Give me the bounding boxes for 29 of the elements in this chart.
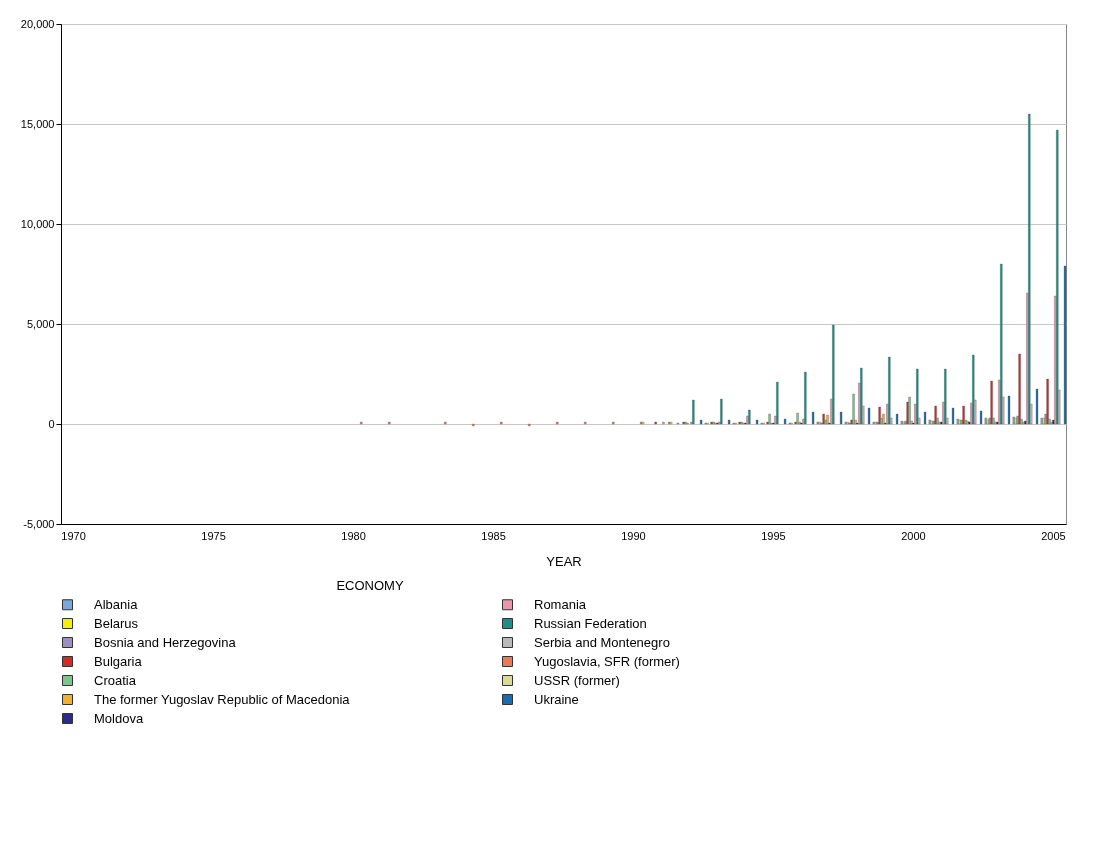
legend-label: Albania bbox=[94, 596, 139, 612]
legend-label: Croatia bbox=[94, 672, 137, 688]
legend-label: Russian Federation bbox=[534, 615, 647, 631]
legend-label: Yugoslavia, SFR (former) bbox=[534, 653, 680, 669]
legend-label: Ukraine bbox=[534, 691, 579, 707]
x-tick-label: 1980 bbox=[341, 529, 366, 542]
legend-label: Romania bbox=[534, 596, 587, 612]
y-tick-label: 20,000 bbox=[20, 17, 55, 30]
x-tick-label: 2000 bbox=[901, 529, 926, 542]
x-axis-title: YEAR bbox=[546, 553, 582, 569]
legend-label: The former Yugoslav Republic of Macedonia bbox=[94, 691, 351, 707]
legend-label: Bosnia and Herzegovina bbox=[94, 634, 237, 650]
x-tick-label: 1990 bbox=[621, 529, 646, 542]
legend-label: Belarus bbox=[94, 615, 139, 631]
y-tick-label: 15,000 bbox=[20, 117, 55, 130]
x-tick-label: 1995 bbox=[761, 529, 786, 542]
y-tick-label: -5,000 bbox=[23, 517, 55, 530]
legend-label: Serbia and Montenegro bbox=[534, 634, 670, 650]
legend-title: ECONOMY bbox=[336, 578, 404, 593]
legend-label: USSR (former) bbox=[534, 672, 620, 688]
x-tick-label: 1985 bbox=[481, 529, 506, 542]
legend-label: Bulgaria bbox=[94, 653, 143, 669]
y-tick-label: 10,000 bbox=[20, 217, 55, 230]
x-tick-label: 1975 bbox=[201, 529, 226, 542]
y-tick-label: 5,000 bbox=[26, 317, 55, 330]
legend-label: Moldova bbox=[94, 710, 144, 726]
y-tick-label: 0 bbox=[48, 417, 55, 430]
x-tick-label: 1970 bbox=[61, 529, 86, 542]
x-tick-label: 2005 bbox=[1041, 529, 1066, 542]
